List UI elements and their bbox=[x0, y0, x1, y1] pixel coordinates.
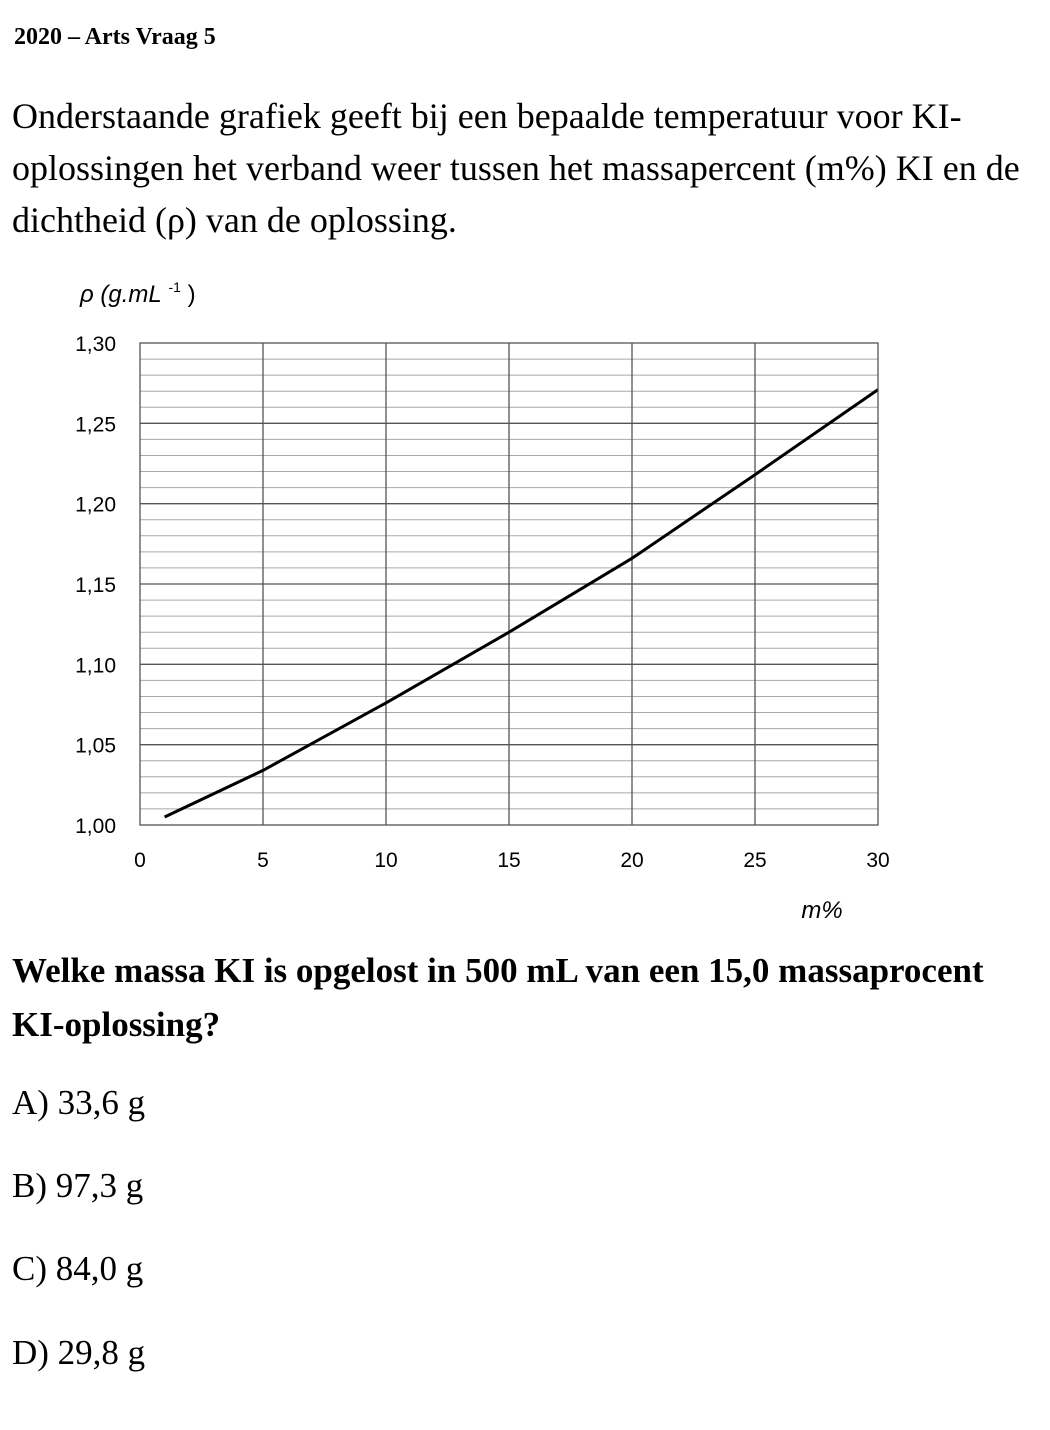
option-d[interactable]: D) 29,8 g bbox=[12, 1333, 146, 1372]
y-axis-label-end: ) bbox=[188, 281, 196, 308]
plot-frame bbox=[139, 342, 879, 826]
x-tick-label: 10 bbox=[374, 849, 397, 872]
y-tick-label: 1,20 bbox=[75, 494, 116, 517]
x-tick-label: 0 bbox=[134, 849, 146, 872]
y-axis-label-sup: -1 bbox=[168, 279, 181, 295]
option-a[interactable]: A) 33,6 g bbox=[12, 1083, 146, 1122]
y-tick-label: 1,15 bbox=[75, 574, 116, 597]
option-b[interactable]: B) 97,3 g bbox=[12, 1166, 144, 1205]
intro-text: Onderstaande grafiek geeft bij een bepaa… bbox=[12, 96, 1020, 240]
x-tick-label: 30 bbox=[866, 849, 889, 872]
y-tick-label: 1,25 bbox=[75, 413, 116, 436]
series-line bbox=[163, 388, 879, 819]
tick-labels: 0 5 10 15 20 25 30 1,00 1,05 1,10 1,15 1,20 1,25 1,30 bbox=[75, 333, 890, 872]
y-tick-label: 1,05 bbox=[75, 735, 116, 758]
grid bbox=[140, 343, 878, 825]
y-axis-label: ρ (g.mL -1 ) bbox=[79, 271, 196, 308]
x-tick-label: 25 bbox=[743, 849, 766, 872]
x-tick-label: 15 bbox=[497, 849, 520, 872]
y-tick-label: 1,10 bbox=[75, 654, 116, 677]
question-text: Welke massa KI is opgelost in 500 mL van… bbox=[12, 951, 984, 1044]
x-tick-label: 20 bbox=[620, 849, 643, 872]
y-tick-label: 1,30 bbox=[75, 333, 116, 356]
option-c[interactable]: C) 84,0 g bbox=[12, 1249, 144, 1288]
y-tick-label: 1,00 bbox=[75, 815, 116, 838]
question-header: 2020 – Arts Vraag 5 bbox=[14, 24, 216, 50]
x-axis-label: m% bbox=[801, 897, 842, 924]
density-chart: 0 5 10 15 20 25 30 1,00 1,05 1,10 1,15 1,20 1,25 1,30… bbox=[75, 271, 890, 924]
x-tick-label: 5 bbox=[257, 849, 269, 872]
y-axis-label-main: ρ (g.mL bbox=[79, 281, 162, 308]
